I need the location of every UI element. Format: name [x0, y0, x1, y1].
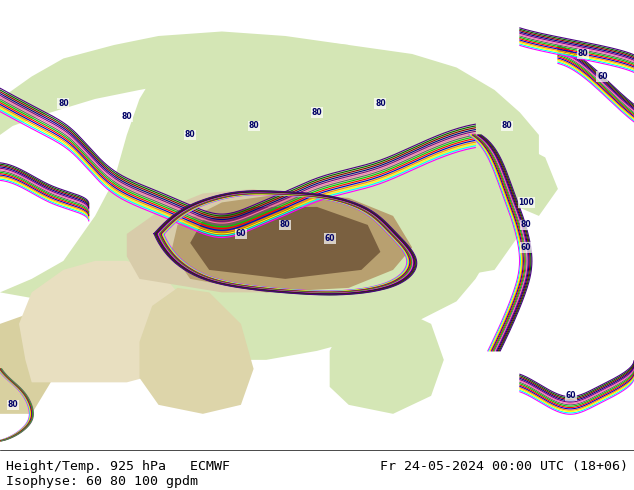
- Text: 80: 80: [521, 220, 531, 229]
- Text: 80: 80: [312, 108, 322, 117]
- Text: 100: 100: [519, 198, 534, 207]
- Text: Isophyse: 60 80 100 gpdm: Isophyse: 60 80 100 gpdm: [6, 475, 198, 488]
- Text: 80: 80: [578, 49, 588, 58]
- Polygon shape: [361, 144, 520, 279]
- Polygon shape: [19, 261, 190, 382]
- Text: 80: 80: [58, 99, 68, 108]
- Text: 80: 80: [280, 220, 290, 229]
- Text: Fr 24-05-2024 00:00 UTC (18+06): Fr 24-05-2024 00:00 UTC (18+06): [380, 460, 628, 473]
- Text: 60: 60: [236, 229, 246, 239]
- Text: 80: 80: [8, 400, 18, 409]
- Polygon shape: [139, 288, 254, 414]
- Polygon shape: [190, 207, 380, 279]
- Text: 80: 80: [375, 99, 385, 108]
- Text: 60: 60: [566, 392, 576, 400]
- Polygon shape: [495, 144, 558, 216]
- Polygon shape: [330, 306, 444, 414]
- Polygon shape: [0, 31, 349, 135]
- Text: 80: 80: [185, 130, 195, 140]
- Polygon shape: [0, 315, 51, 414]
- Polygon shape: [0, 36, 539, 360]
- Text: 60: 60: [521, 243, 531, 252]
- Polygon shape: [171, 194, 412, 293]
- Text: 80: 80: [122, 112, 132, 122]
- Polygon shape: [127, 189, 349, 293]
- Text: 60: 60: [325, 234, 335, 243]
- Text: 80: 80: [502, 122, 512, 130]
- Text: 80: 80: [249, 122, 259, 130]
- Text: 60: 60: [597, 72, 607, 81]
- Text: Height/Temp. 925 hPa   ECMWF: Height/Temp. 925 hPa ECMWF: [6, 460, 230, 473]
